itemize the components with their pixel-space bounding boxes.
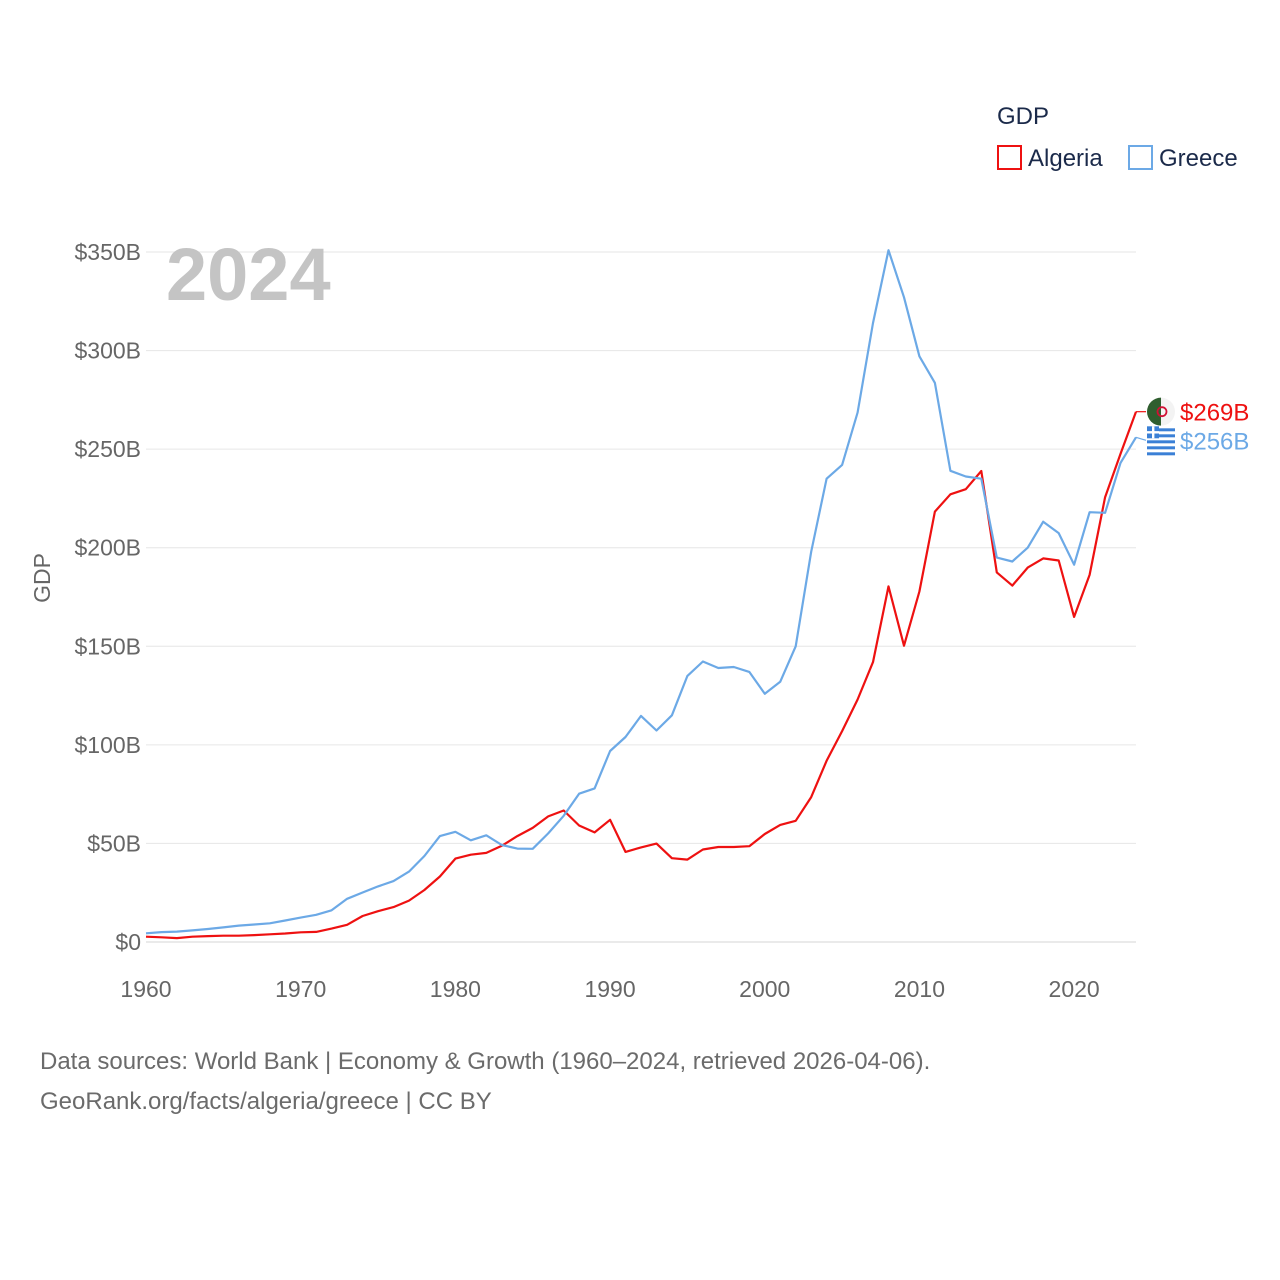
legend-label: Greece [1159,145,1238,172]
y-tick-label: $0 [115,929,141,955]
legend-label: Algeria [1028,145,1103,172]
algeria-flag-icon [1147,397,1175,426]
y-tick-label: $250B [74,436,141,462]
series-lines [145,249,1138,940]
legend-swatch [1128,145,1153,170]
y-tick-label: $350B [74,239,141,265]
y-tick-label: $50B [87,830,141,856]
end-value-label-algeria: $269B [1180,400,1249,427]
legend-item-algeria[interactable]: Algeria [997,145,1103,172]
series-line-greece[interactable] [145,249,1137,935]
legend[interactable]: GDP Algeria Greece [997,103,1238,172]
axes: $0 $50B $100B $150B $200B $250B $300B $350B 1960… [74,239,1099,1002]
end-value-label-greece: $256B [1180,428,1249,455]
legend-swatch [997,145,1022,170]
x-tick-label: 2000 [739,976,790,1002]
x-tick-label: 1990 [584,976,635,1002]
x-tick-label: 2020 [1049,976,1100,1002]
greece-flag-icon [1147,426,1175,456]
legend-item-greece[interactable]: Greece [1128,145,1238,172]
x-tick-label: 1960 [120,976,171,1002]
y-axis-title: GDP [29,553,55,603]
x-tick-label: 1970 [275,976,326,1002]
data-source-note: Data sources: World Bank | Economy & Gro… [40,1042,1240,1122]
x-tick-label: 1980 [430,976,481,1002]
legend-title: GDP [997,103,1049,130]
y-tick-label: $150B [74,633,141,659]
x-tick-label: 2010 [894,976,945,1002]
series-end-labels: $269B$256B [1135,397,1249,456]
year-label: 2024 [166,233,331,316]
y-tick-label: $100B [74,732,141,758]
grid-lines [146,251,1136,943]
series-line-algeria[interactable] [145,411,1138,940]
end-connector [1135,436,1147,441]
y-tick-label: $300B [74,338,141,364]
source-line-1: Data sources: World Bank | Economy & Gro… [40,1048,931,1075]
source-line-2[interactable]: GeoRank.org/facts/algeria/greece | CC BY [40,1088,492,1115]
y-tick-label: $200B [74,535,141,561]
